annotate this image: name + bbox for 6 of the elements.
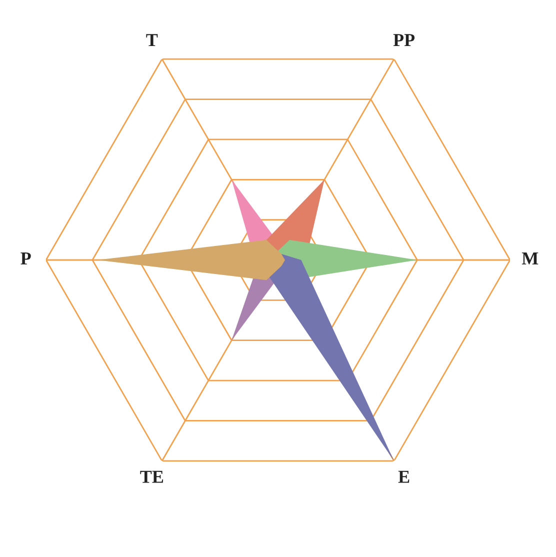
spoke-label: T	[146, 34, 158, 46]
spoke-label: PP	[393, 34, 415, 46]
spoke-label: TE	[140, 470, 164, 483]
spoke-label: M	[522, 252, 538, 264]
spoke-label: E	[398, 470, 410, 483]
spoke-label: P	[20, 252, 31, 264]
